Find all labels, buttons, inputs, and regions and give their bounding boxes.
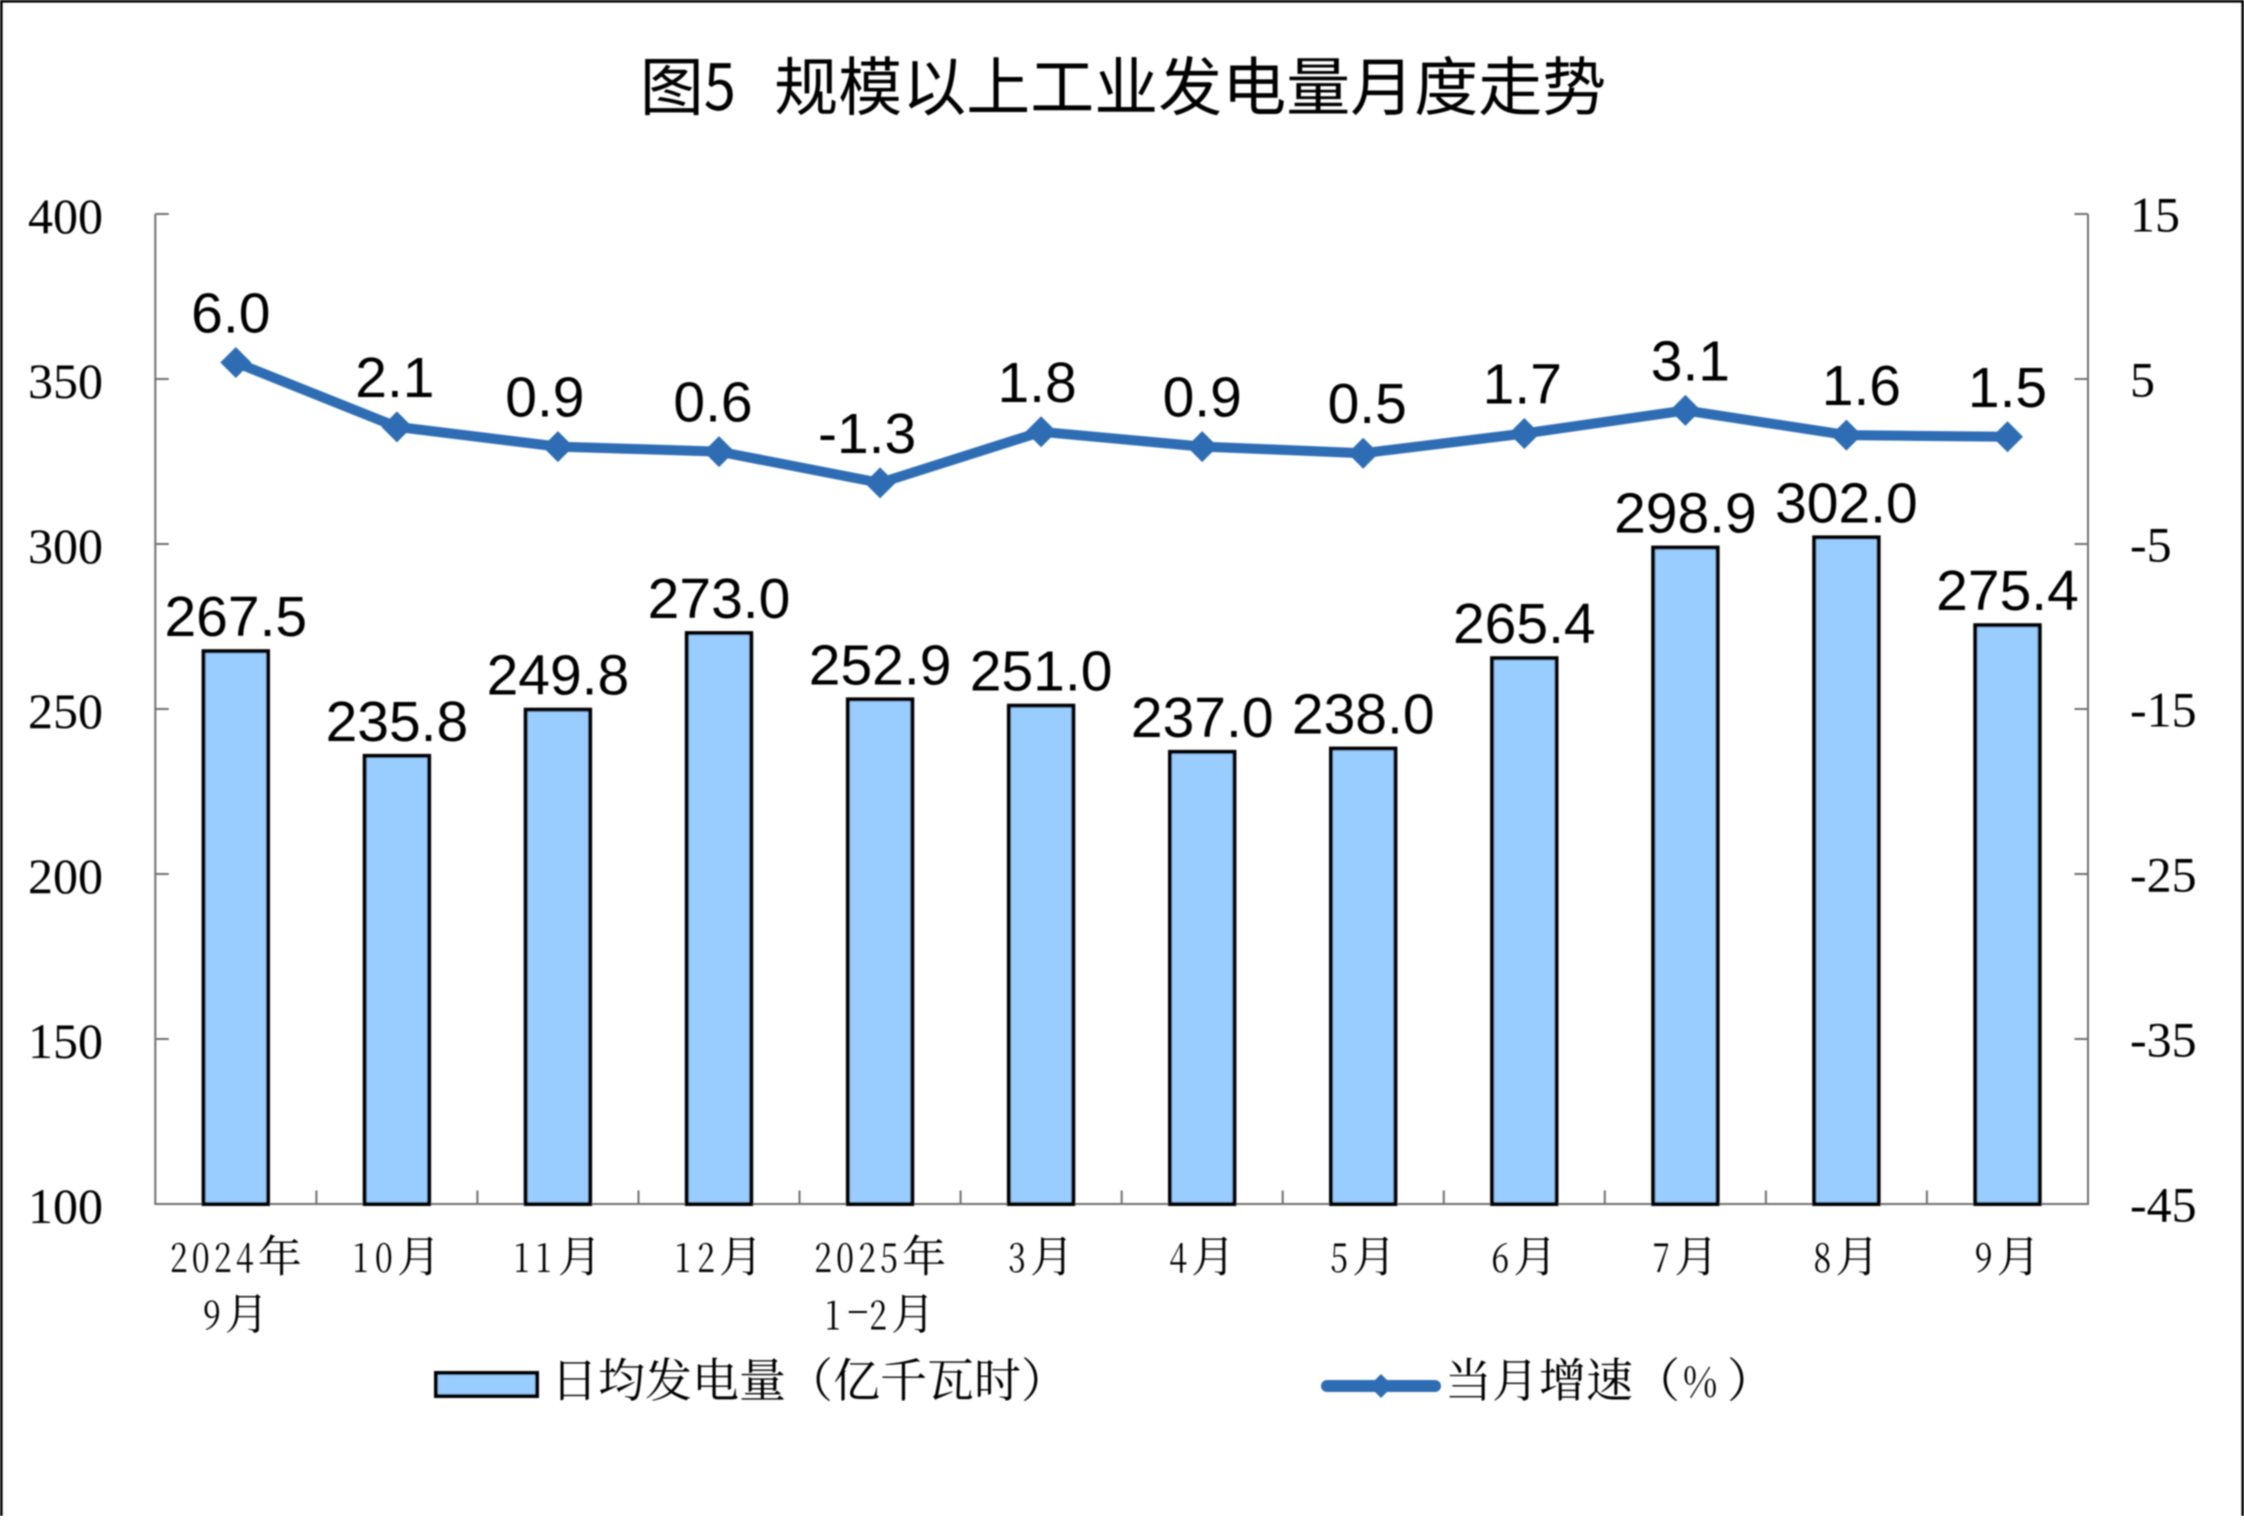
svg-text:350: 350 [28,353,103,409]
svg-text:3.1: 3.1 [1651,329,1730,393]
svg-text:300: 300 [28,518,103,574]
svg-text:-1.3: -1.3 [818,402,916,466]
svg-text:235.8: 235.8 [326,690,469,754]
svg-text:200: 200 [28,848,103,904]
svg-text:150: 150 [28,1013,103,1069]
svg-text:252.9: 252.9 [809,633,952,697]
svg-text:400: 400 [28,188,103,244]
svg-text:0.9: 0.9 [505,366,584,430]
svg-text:302.0: 302.0 [1775,471,1918,535]
svg-text:-45: -45 [2130,1177,2197,1233]
svg-text:0.6: 0.6 [673,371,752,435]
svg-text:-35: -35 [2130,1012,2197,1068]
svg-text:267.5: 267.5 [164,585,307,649]
svg-text:298.9: 298.9 [1614,482,1757,546]
svg-text:-25: -25 [2130,847,2197,903]
svg-text:250: 250 [28,683,103,739]
svg-text:0.9: 0.9 [1163,366,1242,430]
svg-text:1.6: 1.6 [1822,354,1901,418]
svg-text:2.1: 2.1 [355,346,434,410]
svg-text:15: 15 [2130,187,2180,243]
svg-text:1.8: 1.8 [997,351,1076,415]
svg-text:5: 5 [2130,352,2155,408]
svg-text:6.0: 6.0 [191,282,270,346]
svg-text:-15: -15 [2130,682,2197,738]
svg-text:-5: -5 [2130,517,2172,573]
svg-text:100: 100 [28,1178,103,1234]
svg-text:1.7: 1.7 [1483,353,1562,417]
svg-text:251.0: 251.0 [970,640,1113,704]
svg-text:265.4: 265.4 [1453,592,1596,656]
svg-text:275.4: 275.4 [1936,559,2079,623]
svg-text:0.5: 0.5 [1328,372,1407,436]
svg-text:238.0: 238.0 [1292,683,1435,747]
svg-text:273.0: 273.0 [648,567,791,631]
svg-text:237.0: 237.0 [1131,686,1274,750]
svg-text:1.5: 1.5 [1968,356,2047,420]
svg-text:249.8: 249.8 [487,644,630,708]
